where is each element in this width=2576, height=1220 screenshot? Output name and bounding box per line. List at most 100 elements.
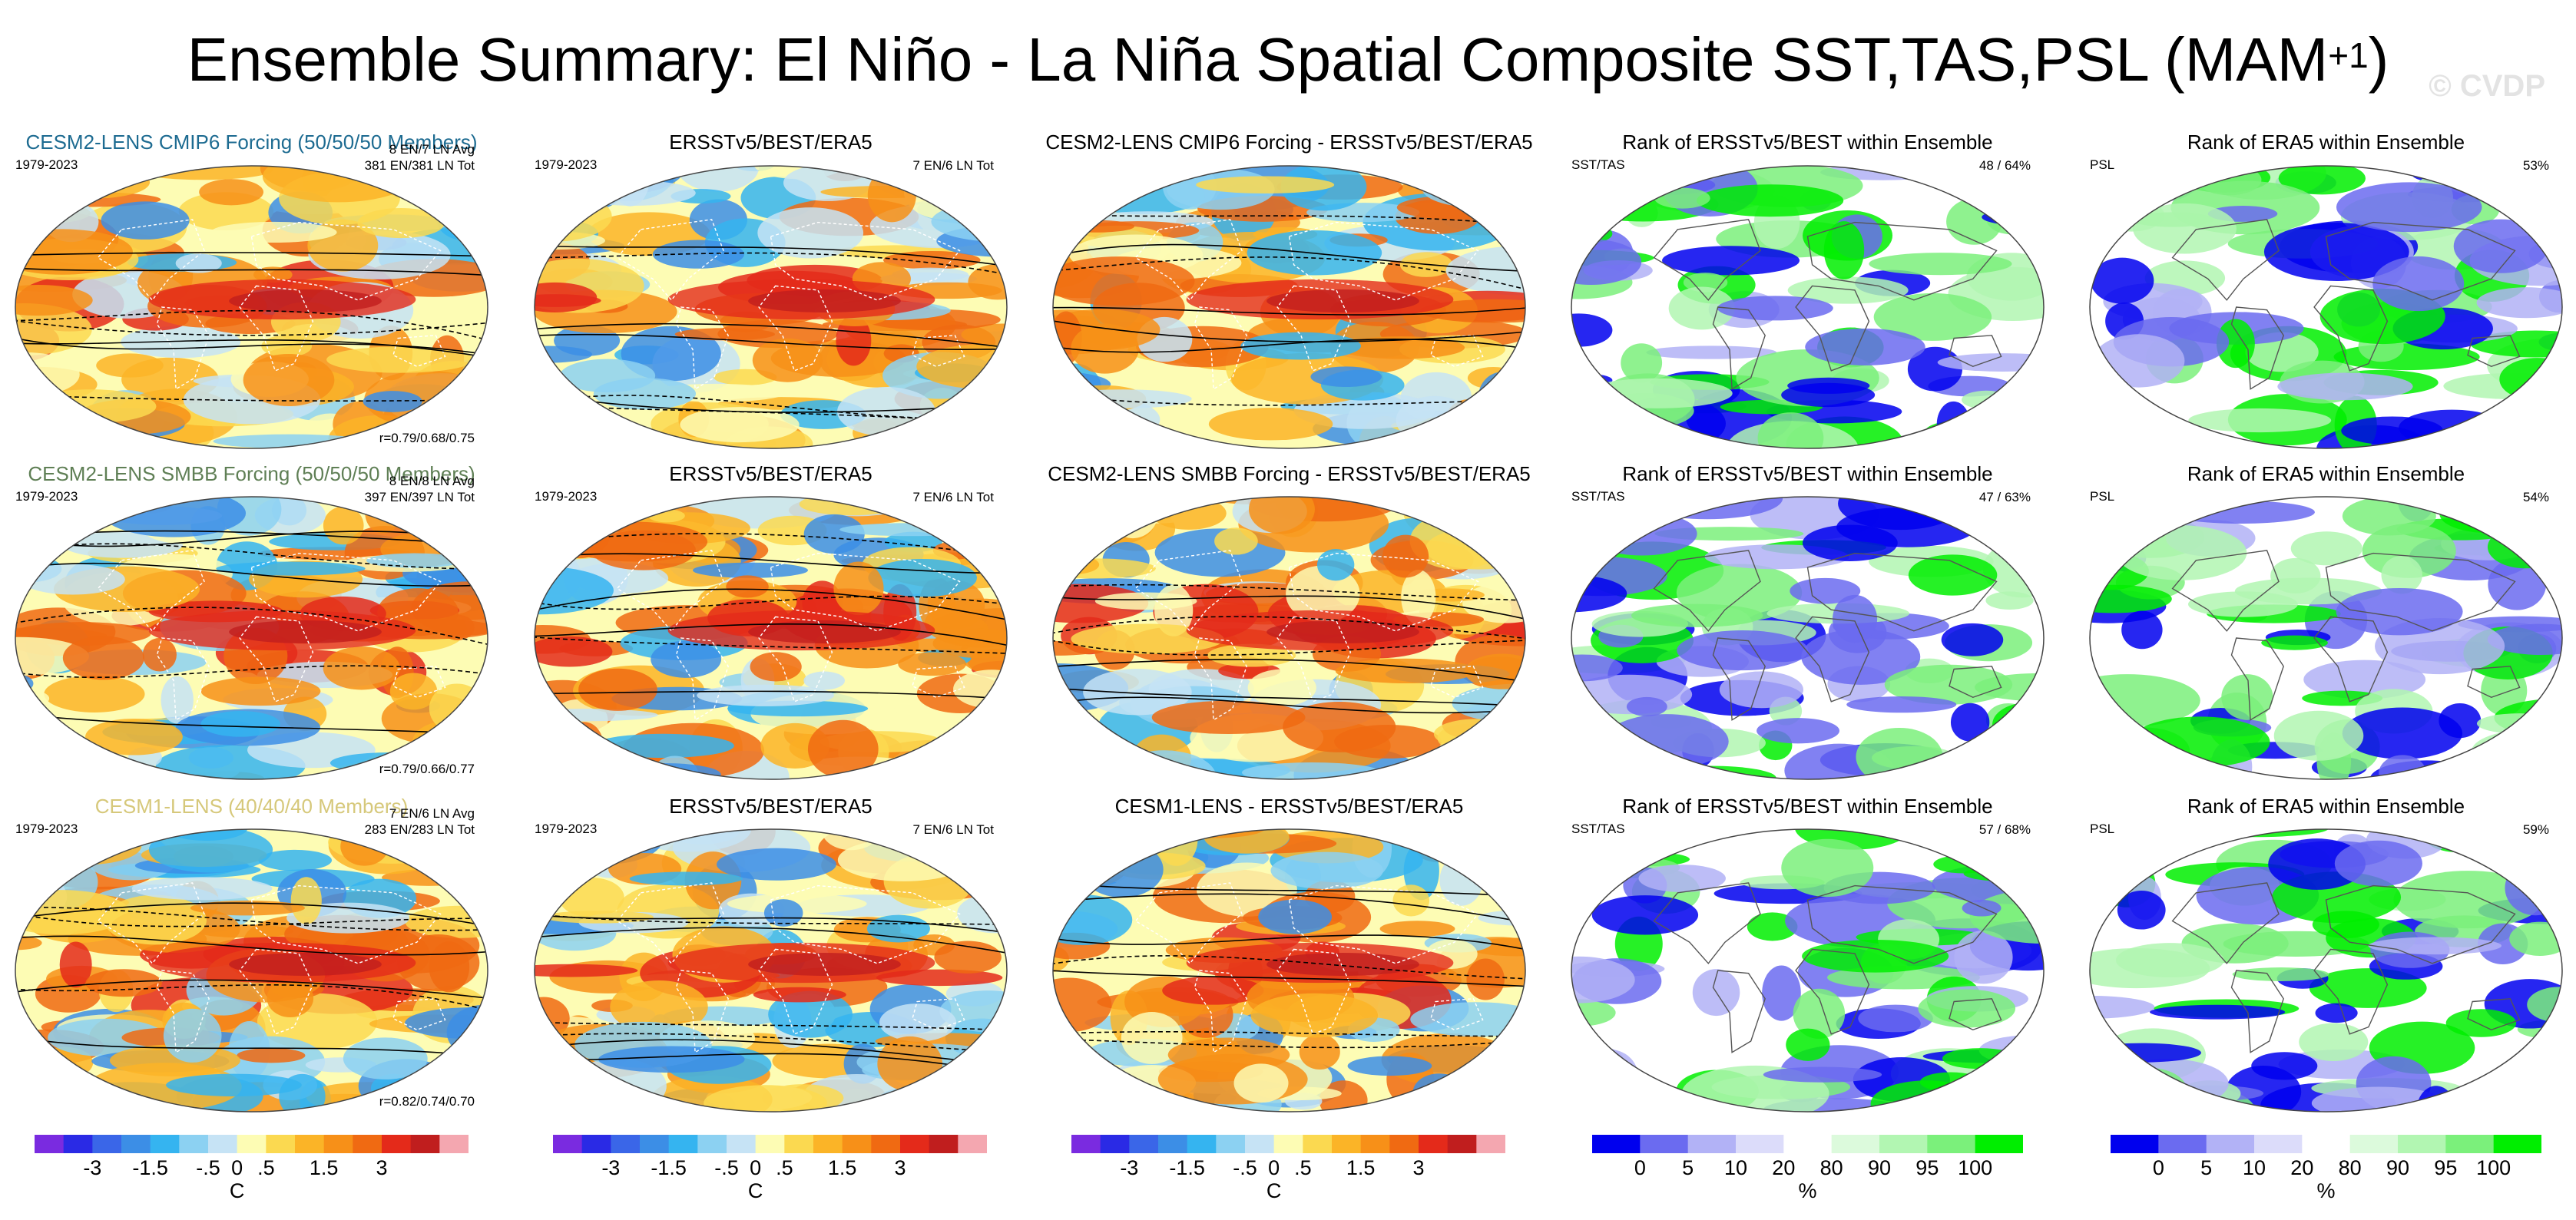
colorbar-segment [1419, 1135, 1449, 1153]
colorbar-tick-label: 1.5 [1346, 1156, 1376, 1179]
colorbar-segment [1158, 1135, 1188, 1153]
colorbar-segment [353, 1135, 382, 1153]
colorbar-segment [2493, 1135, 2541, 1153]
colorbar-segment [1100, 1135, 1130, 1153]
colorbar-unit-label: % [2316, 1179, 2336, 1202]
panel-title-obs: ERSSTv5/BEST/ERA5 [669, 795, 872, 818]
panel-title-rank-psl: Rank of ERA5 within Ensemble [2187, 131, 2465, 154]
colorbar-segment [2111, 1135, 2159, 1153]
panel-left-label: 1979-2023 [535, 157, 598, 172]
colorbar-tick-label: 20 [2290, 1156, 2314, 1179]
panel-right-label: 47 / 63% [1978, 490, 2031, 504]
panel-right-label: 59% [2522, 822, 2549, 837]
colorbar-2 [553, 1135, 987, 1153]
colorbar-segment [727, 1135, 757, 1153]
colorbar-segment [2349, 1135, 2399, 1153]
colorbar-segment [1071, 1135, 1101, 1153]
colorbar-tick-label: 1.5 [309, 1156, 339, 1179]
map-rank-sst-row3 [1571, 828, 2045, 1113]
colorbar-3 [1071, 1135, 1505, 1153]
colorbar-tick-label: 0 [1634, 1156, 1646, 1179]
colorbar-unit-label: C [1266, 1179, 1282, 1202]
colorbar-segment [2206, 1135, 2255, 1153]
colorbar-segment [382, 1135, 412, 1153]
colorbar-tick-label: 100 [2476, 1156, 2511, 1179]
panel-right-label: 381 EN/381 LN Tot [364, 158, 475, 173]
colorbar-tick-label: -.5 [1233, 1156, 1257, 1179]
colorbar-segment [323, 1135, 353, 1153]
colorbar-segment [1736, 1135, 1784, 1153]
panel-right-label: 7 EN/6 LN Tot [912, 822, 994, 837]
colorbar-tick-label: 95 [2434, 1156, 2458, 1179]
colorbar-tick-label: 95 [1915, 1156, 1939, 1179]
colorbar-tick-label: 10 [1723, 1156, 1748, 1179]
colorbar-segment [784, 1135, 814, 1153]
colorbar-segment [237, 1135, 267, 1153]
colorbar-unit-label: % [1798, 1179, 1817, 1202]
correlation-label: r=0.79/0.66/0.77 [379, 762, 475, 776]
colorbar-tick-label: 0 [750, 1156, 762, 1179]
panel-right-label: 8 EN/8 LN Avg [389, 474, 475, 488]
map-obs-row2 [534, 496, 1008, 780]
colorbar-segment [150, 1135, 180, 1153]
colorbar-segment [900, 1135, 930, 1153]
colorbar-tick-label: -.5 [196, 1156, 220, 1179]
colorbar-4 [1592, 1135, 2023, 1153]
panel-left-label: SST/TAS [1571, 489, 1625, 504]
colorbar-tick-label: 5 [2200, 1156, 2213, 1179]
panel-right-label: 7 EN/6 LN Avg [389, 806, 475, 821]
map-model-row3 [15, 828, 488, 1113]
colorbar-segment [1187, 1135, 1217, 1153]
colorbar-segment [958, 1135, 987, 1153]
map-diff-row1 [1052, 165, 1526, 449]
panel-right-label: 283 EN/283 LN Tot [364, 822, 475, 837]
panel-title-diff: CESM2-LENS CMIP6 Forcing - ERSSTv5/BEST/… [1045, 131, 1533, 154]
colorbar-segment [1216, 1135, 1246, 1153]
panel-left-label: PSL [2090, 157, 2115, 172]
colorbar-segment [2302, 1135, 2351, 1153]
colorbar-segment [1447, 1135, 1477, 1153]
map-obs-row3 [534, 828, 1008, 1113]
colorbar-segment [410, 1135, 440, 1153]
colorbar-tick-label: 5 [1682, 1156, 1694, 1179]
correlation-label: r=0.79/0.68/0.75 [379, 431, 475, 445]
colorbar-segment [668, 1135, 698, 1153]
colorbar-segment [2158, 1135, 2207, 1153]
map-model-row2 [15, 496, 488, 780]
panel-left-label: 1979-2023 [15, 157, 78, 172]
colorbar-tick-label: -3 [1120, 1156, 1139, 1179]
panel-title-diff: CESM2-LENS SMBB Forcing - ERSSTv5/BEST/E… [1048, 462, 1531, 485]
map-diff-row2 [1052, 496, 1526, 780]
colorbar-segment [1389, 1135, 1419, 1153]
panel-right-label: 57 / 68% [1978, 822, 2031, 837]
map-rank-sst-row2 [1571, 496, 2045, 780]
colorbar-tick-label: 3 [894, 1156, 906, 1179]
panel-title-model: CESM2-LENS CMIP6 Forcing (50/50/50 Membe… [25, 131, 478, 154]
colorbar-segment [92, 1135, 122, 1153]
colorbar-unit-label: C [229, 1179, 245, 1202]
colorbar-tick-label: 0 [2152, 1156, 2164, 1179]
panel-left-label: 1979-2023 [15, 489, 78, 504]
colorbar-segment [842, 1135, 872, 1153]
panel-right-label: 53% [2522, 158, 2549, 173]
colorbar-tick-label: -3 [83, 1156, 102, 1179]
panel-title-model: CESM2-LENS SMBB Forcing (50/50/50 Member… [28, 462, 475, 485]
map-rank-psl-row3 [2089, 828, 2563, 1113]
colorbar-tick-label: .5 [257, 1156, 275, 1179]
colorbar-tick-label: 20 [1772, 1156, 1796, 1179]
colorbar-segment [581, 1135, 611, 1153]
map-rank-sst-row1 [1571, 165, 2045, 449]
page-title: Ensemble Summary: El Niño - La Niña Spat… [187, 25, 2389, 94]
colorbar-segment [1879, 1135, 1928, 1153]
panel-title-rank-sst: Rank of ERSSTv5/BEST within Ensemble [1622, 131, 1993, 154]
colorbar-segment [2254, 1135, 2303, 1153]
panel-left-label: 1979-2023 [535, 489, 598, 504]
colorbar-segment [1245, 1135, 1275, 1153]
panel-title-model: CESM1-LENS (40/40/40 Members) [94, 795, 409, 818]
panel-title-rank-psl: Rank of ERA5 within Ensemble [2187, 795, 2465, 818]
colorbar-tick-label: 0 [231, 1156, 243, 1179]
colorbar-segment [2445, 1135, 2495, 1153]
colorbar-tick-label: 100 [1958, 1156, 1993, 1179]
panel-right-label: 7 EN/6 LN Tot [912, 490, 994, 504]
colorbar-5 [2111, 1135, 2541, 1153]
